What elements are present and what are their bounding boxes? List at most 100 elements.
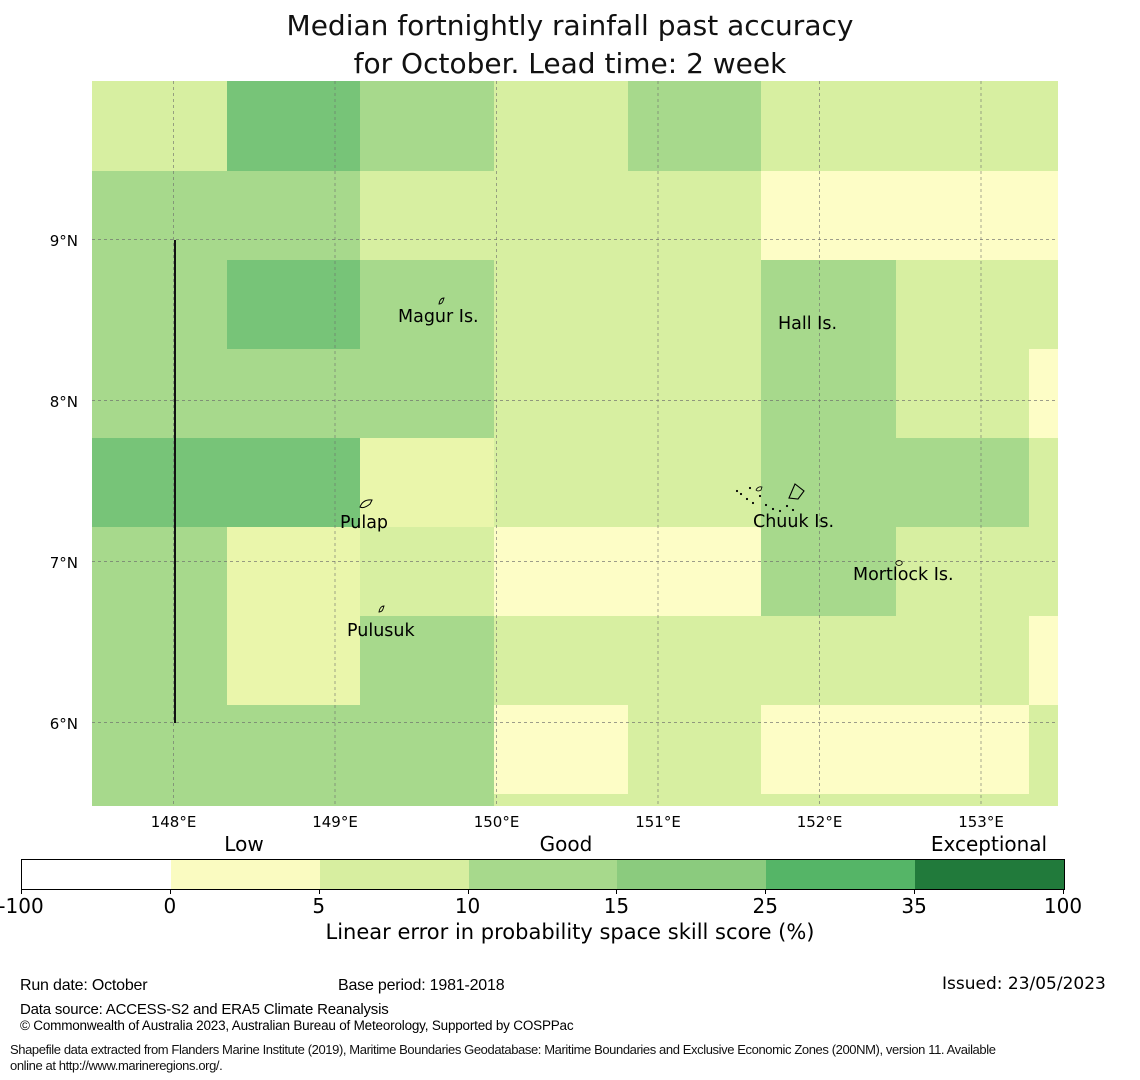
colorbar-tick	[914, 890, 916, 894]
heatmap-cell	[1029, 171, 1058, 260]
colorbar-category-good: Good	[539, 832, 593, 856]
island-mark-magur-is-	[438, 297, 445, 305]
island-mark-pulap	[359, 499, 373, 509]
heatmap-cell	[628, 81, 761, 171]
heatmap-cell	[494, 527, 628, 616]
heatmap-cell	[896, 171, 1029, 260]
skill-heatmap: Magur Is. Hall Is. Pulap Chuuk Is. Mortlock …	[92, 81, 1058, 806]
colorbar-tick	[169, 890, 171, 894]
heatmap-cell	[92, 438, 227, 527]
colorbar-tick	[765, 890, 767, 894]
colorbar-category-low: Low	[224, 832, 264, 856]
ytick-label: 7°N	[49, 554, 78, 572]
colorbar-tick-label: -100	[0, 894, 44, 918]
colorbar-segment	[766, 860, 916, 889]
chuuk-islet-dot	[751, 501, 755, 505]
data-source-text: Data source: ACCESS-S2 and ERA5 Climate …	[20, 1001, 389, 1018]
heatmap-cell	[360, 260, 494, 349]
colorbar-tick	[1063, 890, 1064, 894]
heatmap-cell	[628, 794, 761, 806]
xtick-label: 150°E	[473, 813, 520, 831]
heatmap-cell	[360, 438, 494, 527]
heatmap-cell	[1029, 794, 1058, 806]
heatmap-cell	[761, 81, 896, 171]
colorbar-tick	[467, 890, 469, 894]
heatmap-cell	[761, 438, 896, 527]
heatmap-cell	[92, 260, 227, 349]
heatmap-cell	[896, 81, 1029, 171]
ytick-label: 8°N	[49, 393, 78, 411]
heatmap-cell	[761, 260, 896, 349]
colorbar-tick-label: 100	[1043, 894, 1083, 918]
heatmap-cell	[628, 260, 761, 349]
heatmap-cell	[92, 705, 227, 794]
island-mark-mortlock	[895, 560, 903, 566]
heatmap-cell	[761, 349, 896, 438]
xtick-label: 148°E	[150, 813, 197, 831]
xtick-label: 151°E	[635, 813, 681, 831]
shapefile-attribution-line-1: Shapefile data extracted from Flanders M…	[10, 1042, 996, 1057]
chart-title-line-2: for October. Lead time: 2 week	[353, 47, 787, 80]
heatmap-cell	[1029, 349, 1058, 438]
chuuk-islet-dot	[785, 504, 789, 508]
heatmap-cell	[628, 705, 761, 794]
shapefile-attribution-line-2: online at http://www.marineregions.org/.	[10, 1058, 223, 1073]
heatmap-cell	[896, 527, 1029, 616]
colorbar-axis-label: Linear error in probability space skill …	[325, 920, 815, 944]
heatmap-cell	[227, 705, 360, 794]
heatmap-cell	[1029, 260, 1058, 349]
chuuk-islet-dot	[748, 486, 752, 490]
chuuk-islet-dot	[735, 489, 739, 493]
xtick-label: 149°E	[312, 813, 358, 831]
colorbar-tick-label: 0	[163, 894, 177, 918]
colorbar-segment	[468, 860, 618, 889]
heatmap-cell	[1029, 81, 1058, 171]
run-date-text: Run date: October	[20, 977, 148, 994]
xtick-label: 152°E	[796, 813, 843, 831]
colorbar-tick-label: 35	[901, 894, 927, 918]
heatmap-cell	[227, 260, 360, 349]
heatmap-cell	[1029, 527, 1058, 616]
colorbar-tick	[318, 890, 320, 894]
heatmap-cell	[227, 527, 360, 616]
heatmap-cell	[494, 349, 628, 438]
colorbar-category-exceptional: Exceptional	[930, 832, 1048, 856]
colorbar-segment	[170, 860, 320, 889]
island-label-magur-is-: Magur Is.	[398, 307, 479, 327]
heatmap-cell	[896, 705, 1029, 794]
colorbar-segment	[617, 860, 767, 889]
colorbar-tick	[21, 890, 22, 894]
heatmap-cell	[360, 349, 494, 438]
heatmap-cell	[761, 527, 896, 616]
heatmap-cell	[227, 171, 360, 260]
colorbar-tick	[616, 890, 618, 894]
colorbar-tick-label: 5	[312, 894, 326, 918]
heatmap-cell	[360, 171, 494, 260]
heatmap-cell	[92, 527, 227, 616]
heatmap-cell	[360, 81, 494, 171]
heatmap-cell	[92, 171, 227, 260]
heatmap-cell	[92, 616, 227, 705]
heatmap-cell	[628, 171, 761, 260]
heatmap-cell	[360, 794, 494, 806]
chuuk-islet-dot	[764, 503, 768, 507]
heatmap-cell	[494, 438, 628, 527]
island-mark-pulusuk	[378, 605, 385, 613]
heatmap-cell	[761, 171, 896, 260]
island-label-chuuk-is-: Chuuk Is.	[753, 512, 835, 532]
heatmap-cell	[494, 171, 628, 260]
heatmap-cell	[227, 438, 360, 527]
copyright-text: © Commonwealth of Australia 2023, Austra…	[20, 1018, 574, 1033]
issued-date-text: Issued: 23/05/2023	[942, 974, 1106, 994]
heatmap-cell	[494, 81, 628, 171]
chart-title-line-1: Median fortnightly rainfall past accurac…	[286, 9, 854, 42]
chuuk-islet-dot	[758, 494, 762, 498]
heatmap-cell	[1029, 438, 1058, 527]
heatmap-cell	[360, 527, 494, 616]
heatmap-cell	[92, 81, 227, 171]
colorbar-tick-label: 10	[454, 894, 481, 918]
heatmap-cell	[227, 794, 360, 806]
heatmap-cell	[360, 705, 494, 794]
heatmap-cell	[896, 260, 1029, 349]
